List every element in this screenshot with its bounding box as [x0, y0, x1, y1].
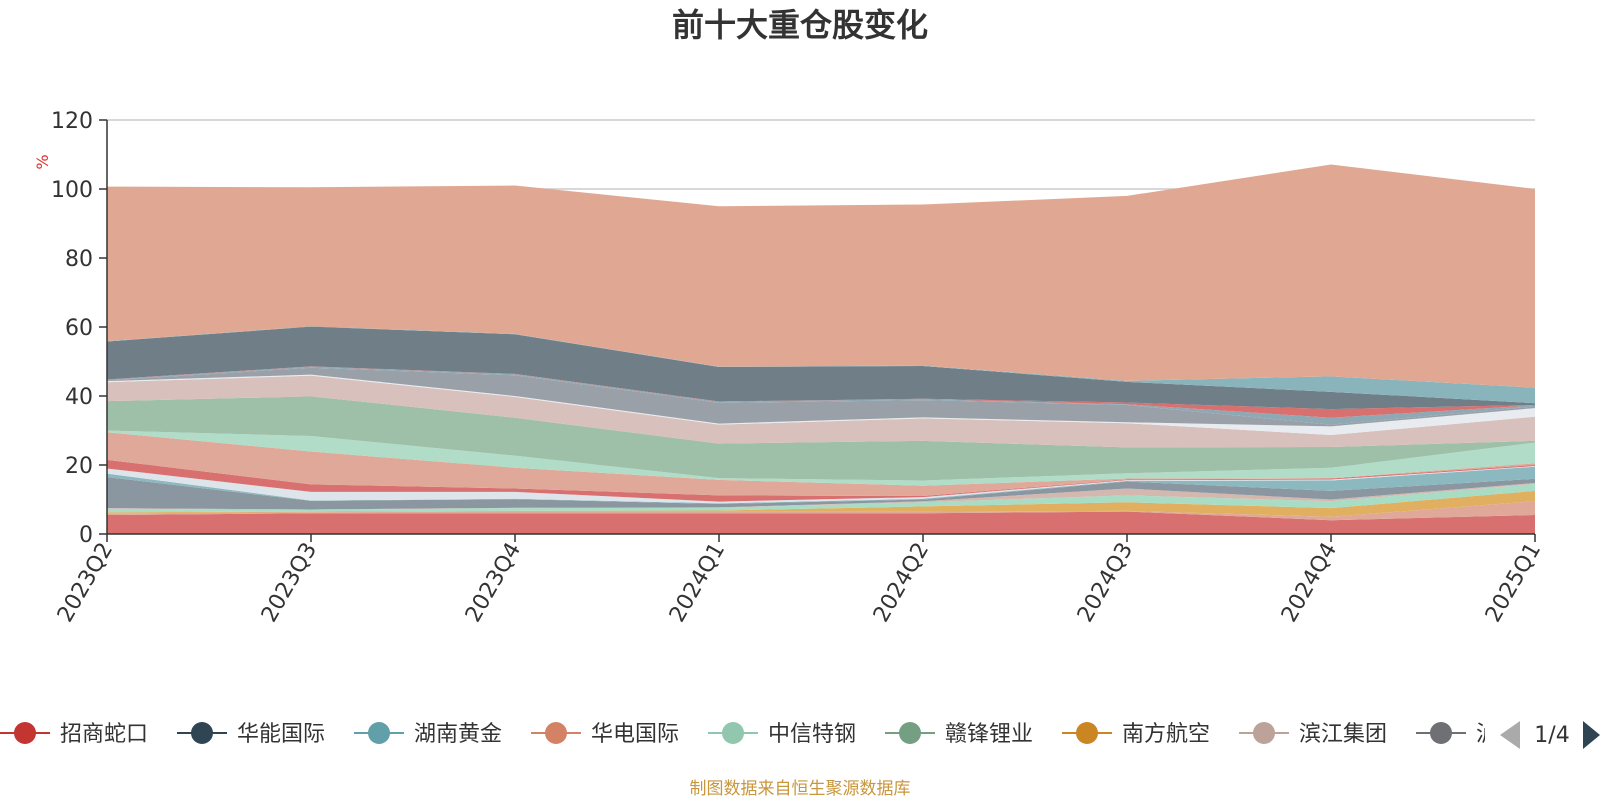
- x-tick-label-2025Q1: 2025Q1: [1481, 539, 1546, 627]
- legend-label: 招商蛇口: [60, 722, 148, 747]
- legend-item-3[interactable]: 华电国际: [531, 722, 679, 747]
- legend-label: 华电国际: [591, 722, 679, 747]
- legend-label: 南方航空: [1122, 722, 1210, 747]
- area-series-13: [107, 374, 1535, 435]
- x-tick-label-2023Q2: 2023Q2: [53, 539, 118, 627]
- legend-page-indicator: 1/4: [1534, 723, 1569, 748]
- area-series-4: [107, 482, 1535, 510]
- area-series-3: [107, 483, 1535, 513]
- legend-item-6[interactable]: 南方航空: [1062, 722, 1210, 747]
- area-series: [107, 164, 1535, 534]
- area-series-2: [107, 490, 1535, 517]
- area-series-6: [107, 466, 1535, 504]
- area-series-17: [107, 326, 1535, 410]
- legend-label: 湖南黄金: [414, 722, 502, 747]
- legend-marker-icon: [899, 722, 921, 744]
- legend-label: 中信特钢: [768, 722, 856, 747]
- x-tick-label-2024Q3: 2024Q3: [1073, 539, 1138, 627]
- legend-label: 滨江集团: [1299, 722, 1387, 747]
- legend: 招商蛇口华能国际湖南黄金华电国际中信特钢赣锋锂业南方航空滨江集团泸: [0, 705, 1600, 765]
- legend-label: 赣锋锂业: [945, 722, 1033, 747]
- legend-marker-icon: [1430, 722, 1452, 744]
- area-series-10: [107, 430, 1535, 486]
- area-series-8: [107, 459, 1535, 502]
- legend-marker-icon: [545, 722, 567, 744]
- y-tick-label-40: 40: [65, 385, 93, 410]
- legend-marker-icon: [722, 722, 744, 744]
- y-tick-label-0: 0: [79, 523, 93, 548]
- area-series-14: [107, 367, 1535, 427]
- legend-item-2[interactable]: 湖南黄金: [354, 722, 502, 747]
- legend-label: 华能国际: [237, 722, 325, 747]
- legend-marker-icon: [14, 722, 36, 744]
- area-series-12: [107, 375, 1535, 448]
- area-series-15: [107, 366, 1535, 425]
- area-series-11: [107, 396, 1535, 481]
- y-tick-label-100: 100: [51, 178, 93, 203]
- area-series-16: [107, 366, 1535, 418]
- legend-prev-page-icon[interactable]: [1500, 721, 1520, 749]
- legend-next-page-icon[interactable]: [1583, 721, 1600, 749]
- y-tick-label-120: 120: [51, 109, 93, 134]
- legend-marker-icon: [1076, 722, 1098, 744]
- x-tick-label-2024Q1: 2024Q1: [665, 539, 730, 627]
- area-series-7: [107, 466, 1535, 504]
- area-series-1: [107, 501, 1535, 521]
- y-tick-label-60: 60: [65, 316, 93, 341]
- x-tick-label-2023Q4: 2023Q4: [461, 539, 526, 627]
- legend-item-7[interactable]: 滨江集团: [1239, 722, 1387, 747]
- legend-marker-icon: [191, 722, 213, 744]
- y-tick-label-20: 20: [65, 454, 93, 479]
- area-series-0: [107, 511, 1535, 534]
- area-series-9: [107, 432, 1535, 497]
- y-tick-label-80: 80: [65, 247, 93, 272]
- area-series-18: [107, 326, 1535, 404]
- legend-item-4[interactable]: 中信特钢: [708, 722, 856, 747]
- chart-title: 前十大重仓股变化: [672, 6, 928, 44]
- x-tick-label-2023Q3: 2023Q3: [257, 539, 322, 627]
- y-axis-unit-label: %: [33, 154, 52, 169]
- legend-marker-icon: [368, 722, 390, 744]
- legend-item-1[interactable]: 华能国际: [177, 722, 325, 747]
- legend-item-0[interactable]: 招商蛇口: [0, 722, 148, 747]
- legend-marker-icon: [1253, 722, 1275, 744]
- legend-item-5[interactable]: 赣锋锂业: [885, 722, 1033, 747]
- x-tick-label-2024Q2: 2024Q2: [869, 539, 934, 627]
- x-tick-label-2024Q4: 2024Q4: [1277, 539, 1342, 627]
- area-series-5: [107, 477, 1535, 510]
- area-series-19: [107, 164, 1535, 388]
- data-source-note: 制图数据来自恒生聚源数据库: [690, 779, 911, 799]
- legend-pager: 1/4: [1500, 721, 1600, 749]
